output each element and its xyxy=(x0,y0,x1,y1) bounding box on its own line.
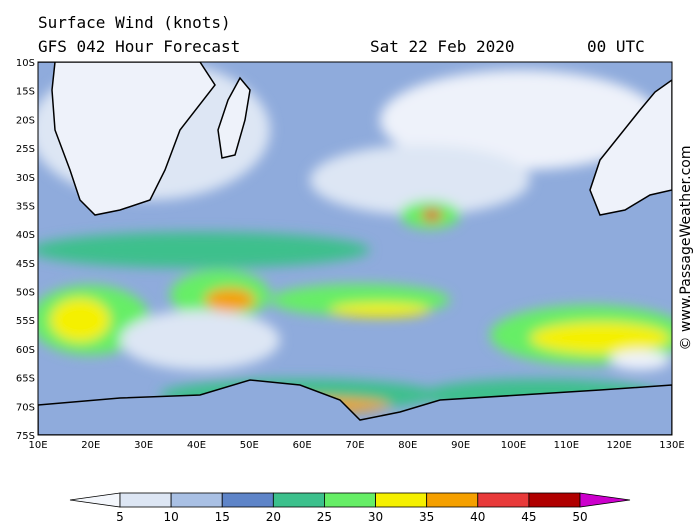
lat-label: 40S xyxy=(16,230,35,241)
lon-label: 120E xyxy=(606,440,631,451)
colorbar-label: 20 xyxy=(266,510,281,524)
colorbar-label: 30 xyxy=(368,510,383,524)
map-frame xyxy=(37,61,673,436)
colorbar-bin xyxy=(221,492,274,508)
lat-label: 65S xyxy=(16,374,35,385)
lat-label: 10S xyxy=(16,58,35,69)
lat-label: 25S xyxy=(16,144,35,155)
lon-label: 100E xyxy=(501,440,526,451)
forecast-date: Sat 22 Feb 2020 xyxy=(370,37,515,56)
colorbar-arrow-low xyxy=(69,492,121,508)
colorbar-label: 50 xyxy=(572,510,587,524)
lat-label: 50S xyxy=(16,288,35,299)
watermark: © www.PassageWeather.com xyxy=(678,145,694,350)
forecast-label: GFS 042 Hour Forecast xyxy=(38,37,240,56)
colorbar-label: 25 xyxy=(317,510,332,524)
lon-label: 70E xyxy=(345,440,364,451)
lat-label: 60S xyxy=(16,345,35,356)
colorbar-label: 40 xyxy=(470,510,485,524)
lat-label: 75S xyxy=(16,431,35,442)
lon-label: 50E xyxy=(240,440,259,451)
colorbar-label: 45 xyxy=(521,510,536,524)
lon-label: 20E xyxy=(81,440,100,451)
madagascar xyxy=(217,76,251,159)
wind-field xyxy=(38,62,672,412)
colorbar-bin xyxy=(426,492,479,508)
colorbar: 5 10 15 20 25 30 35 40 45 50 xyxy=(69,492,631,524)
colorbar-bin xyxy=(119,492,172,508)
lon-label: 30E xyxy=(134,440,153,451)
lon-label: 80E xyxy=(398,440,417,451)
lat-label: 70S xyxy=(16,402,35,413)
colorbar-bin xyxy=(375,492,428,508)
lon-label: 110E xyxy=(554,440,579,451)
lon-label: 10E xyxy=(28,440,47,451)
lat-label: 15S xyxy=(16,87,35,98)
lon-labels: 10E 20E 30E 40E 50E 60E 70E 80E 90E 100E 110E 120E 1… xyxy=(28,440,684,451)
colorbar-label: 5 xyxy=(116,510,124,524)
lat-label: 55S xyxy=(16,316,35,327)
colorbar-bin xyxy=(477,492,530,508)
lon-label: 90E xyxy=(451,440,470,451)
lon-label: 130E xyxy=(659,440,684,451)
lat-label: 30S xyxy=(16,173,35,184)
antarctica xyxy=(38,379,672,435)
colorbar-arrow-high xyxy=(579,492,631,508)
colorbar-label: 10 xyxy=(163,510,178,524)
africa xyxy=(38,62,216,216)
map-title: Surface Wind (knots) xyxy=(38,13,231,32)
colorbar-bin xyxy=(324,492,376,508)
lat-label: 20S xyxy=(16,115,35,126)
map-area xyxy=(38,62,672,435)
colorbar-label: 35 xyxy=(419,510,434,524)
lat-label: 45S xyxy=(16,259,35,270)
lat-label: 35S xyxy=(16,201,35,212)
lat-labels: 10S 15S 20S 25S 30S 35S 40S 45S 50S 55S 60S 65S 70S 7… xyxy=(16,58,35,442)
australia xyxy=(589,79,672,216)
colorbar-label: 15 xyxy=(215,510,230,524)
forecast-time: 00 UTC xyxy=(587,37,645,56)
colorbar-bin xyxy=(170,492,223,508)
lon-label: 60E xyxy=(293,440,312,451)
colorbar-bin xyxy=(272,492,325,508)
lon-label: 40E xyxy=(187,440,206,451)
colorbar-bin xyxy=(528,492,581,508)
